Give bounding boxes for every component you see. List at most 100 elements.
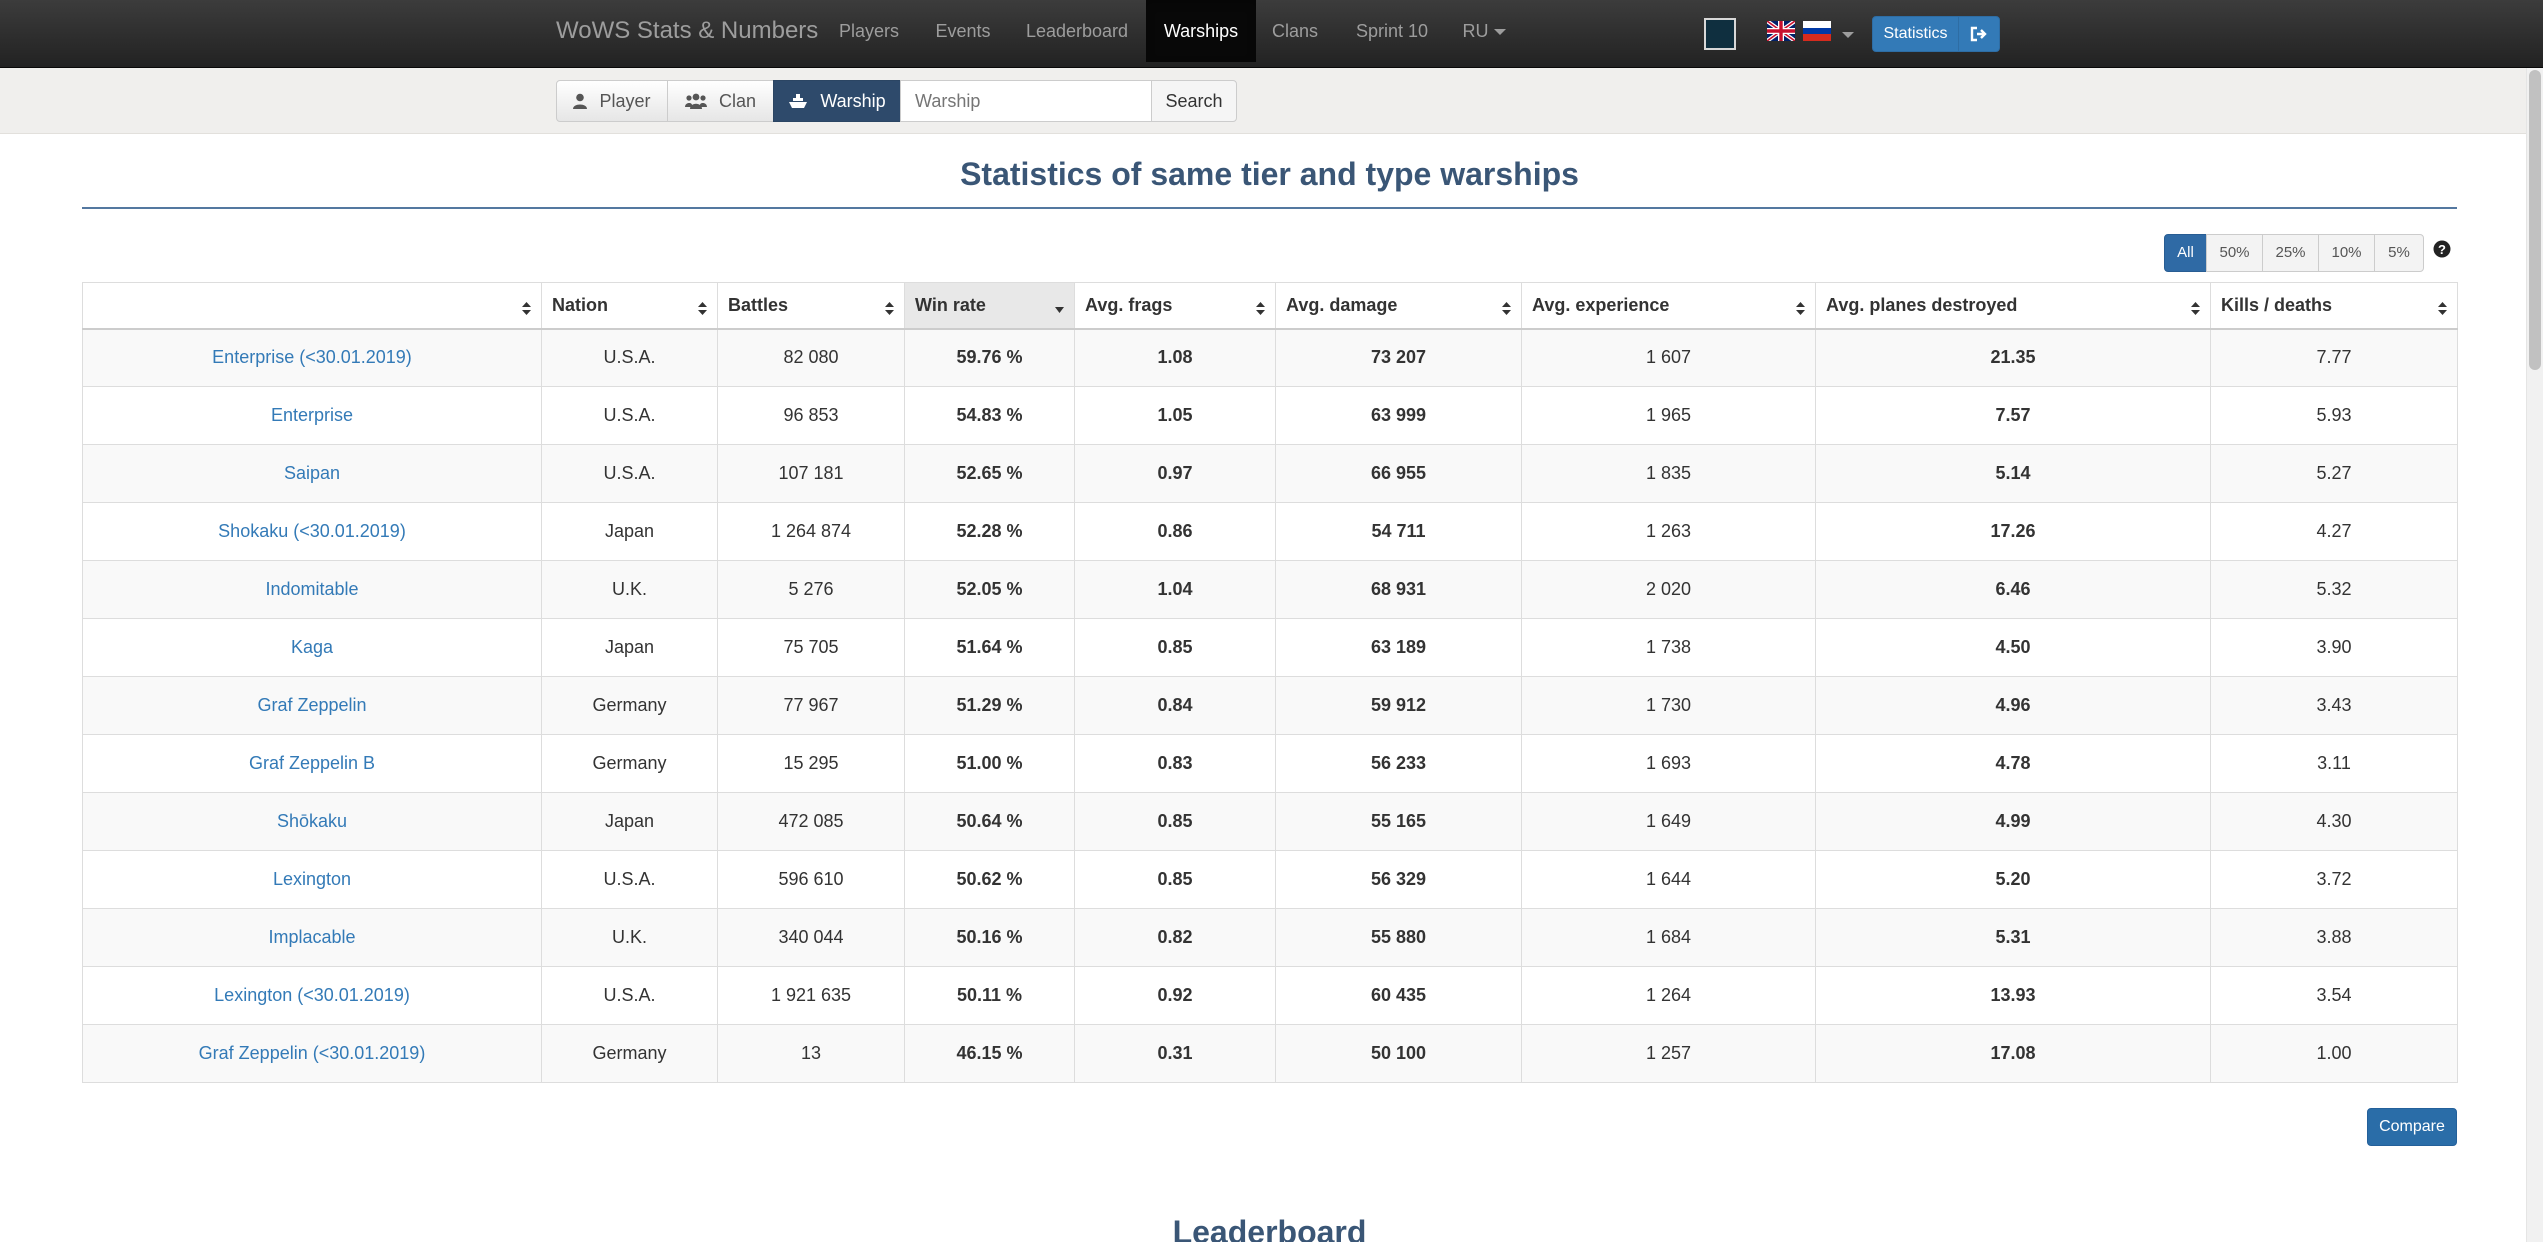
- nav-warships[interactable]: Warships: [1146, 0, 1256, 62]
- avg-damage-cell: 55 165: [1275, 792, 1522, 851]
- search-type-player[interactable]: Player: [556, 80, 668, 122]
- ship-name-link[interactable]: Lexington (<30.01.2019): [82, 966, 542, 1025]
- column-header-label: Avg. frags: [1085, 294, 1173, 315]
- filter-10[interactable]: 10%: [2318, 234, 2375, 272]
- battles-cell: 107 181: [717, 444, 905, 503]
- column-header-win-rate[interactable]: Win rate: [904, 282, 1075, 330]
- avg-frags-cell: 0.82: [1074, 908, 1276, 967]
- table-row: Shōkaku Japan 472 085 50.64 % 0.85 55 165 1 64…: [82, 792, 2458, 851]
- filter-50[interactable]: 50%: [2206, 234, 2263, 272]
- nation-cell: Germany: [541, 734, 718, 793]
- filter-5[interactable]: 5%: [2374, 234, 2424, 272]
- kills-deaths-cell: 5.32: [2210, 560, 2458, 619]
- filter-25[interactable]: 25%: [2262, 234, 2319, 272]
- sort-icon: [885, 299, 894, 320]
- scrollbar-thumb[interactable]: [2529, 70, 2541, 370]
- uk-flag-icon[interactable]: [1767, 21, 1795, 41]
- warship-search-input[interactable]: [900, 80, 1152, 122]
- avg-planes-cell: 4.50: [1815, 618, 2211, 677]
- nation-cell: Japan: [541, 618, 718, 677]
- nation-cell: U.S.A.: [541, 444, 718, 503]
- nav-leaderboard[interactable]: Leaderboard: [1025, 21, 1129, 41]
- table-row: Graf Zeppelin (<30.01.2019) Germany 13 46.1…: [82, 1024, 2458, 1083]
- battles-cell: 596 610: [717, 850, 905, 909]
- kills-deaths-cell: 3.11: [2210, 734, 2458, 793]
- avg-planes-cell: 13.93: [1815, 966, 2211, 1025]
- ship-name-link[interactable]: Graf Zeppelin B: [82, 734, 542, 793]
- language-dropdown-icon[interactable]: [1842, 32, 1854, 38]
- ship-name-link[interactable]: Implacable: [82, 908, 542, 967]
- column-header-name[interactable]: [82, 282, 542, 330]
- region-label: RU: [1462, 21, 1489, 41]
- column-header-avg-experience[interactable]: Avg. experience: [1521, 282, 1816, 330]
- theme-color-swatch[interactable]: [1704, 18, 1736, 50]
- win-rate-cell: 52.05 %: [904, 560, 1075, 619]
- column-header-label: Avg. planes destroyed: [1826, 294, 2018, 315]
- kills-deaths-cell: 4.30: [2210, 792, 2458, 851]
- ru-flag-icon[interactable]: [1803, 21, 1831, 41]
- table-row: Implacable U.K. 340 044 50.16 % 0.82 55 880 1 …: [82, 908, 2458, 967]
- nation-cell: Germany: [541, 1024, 718, 1083]
- kills-deaths-cell: 5.93: [2210, 386, 2458, 445]
- nav-region-dropdown[interactable]: RU: [1454, 0, 1514, 62]
- avg-damage-cell: 66 955: [1275, 444, 1522, 503]
- nation-cell: Germany: [541, 676, 718, 735]
- column-header-label: Battles: [728, 294, 789, 315]
- ship-name-link[interactable]: Enterprise: [82, 386, 542, 445]
- column-header-kills-deaths[interactable]: Kills / deaths: [2210, 282, 2458, 330]
- page-title: Statistics of same tier and type warship…: [960, 156, 1579, 192]
- sort-icon: [522, 299, 531, 320]
- ship-name-link[interactable]: Enterprise (<30.01.2019): [82, 328, 542, 387]
- column-header-label: Avg. damage: [1286, 294, 1398, 315]
- ship-name-link[interactable]: Kaga: [82, 618, 542, 677]
- win-rate-cell: 50.62 %: [904, 850, 1075, 909]
- avg-planes-cell: 4.78: [1815, 734, 2211, 793]
- ship-name-link[interactable]: Graf Zeppelin (<30.01.2019): [82, 1024, 542, 1083]
- nation-cell: U.K.: [541, 908, 718, 967]
- column-header-label: Nation: [552, 294, 608, 315]
- win-rate-cell: 52.28 %: [904, 502, 1075, 561]
- sort-desc-icon: [1055, 299, 1064, 320]
- nav-clans[interactable]: Clans: [1271, 21, 1319, 41]
- nation-cell: U.S.A.: [541, 966, 718, 1025]
- nav-sprint[interactable]: Sprint 10: [1355, 21, 1429, 41]
- kills-deaths-cell: 5.27: [2210, 444, 2458, 503]
- brand-link[interactable]: WoWS Stats & Numbers: [556, 17, 819, 44]
- ship-name-link[interactable]: Saipan: [82, 444, 542, 503]
- column-header-battles[interactable]: Battles: [717, 282, 905, 330]
- table-row: Indomitable U.K. 5 276 52.05 % 1.04 68 931 2 0…: [82, 560, 2458, 619]
- ship-name-link[interactable]: Shōkaku: [82, 792, 542, 851]
- top-navbar: WoWS Stats & Numbers Players Events Lead…: [0, 0, 2543, 68]
- nation-cell: U.S.A.: [541, 850, 718, 909]
- battles-cell: 15 295: [717, 734, 905, 793]
- column-header-avg-planes-destroyed[interactable]: Avg. planes destroyed: [1815, 282, 2211, 330]
- ship-name-link[interactable]: Lexington: [82, 850, 542, 909]
- search-type-warship[interactable]: Warship: [773, 80, 901, 122]
- column-header-avg-frags[interactable]: Avg. frags: [1074, 282, 1276, 330]
- ship-name-link[interactable]: Shokaku (<30.01.2019): [82, 502, 542, 561]
- percentile-filter-group: All 50% 25% 10% 5%: [2164, 234, 2424, 272]
- nation-cell: U.S.A.: [541, 328, 718, 387]
- help-icon[interactable]: ?: [2433, 240, 2451, 258]
- ship-name-link[interactable]: Indomitable: [82, 560, 542, 619]
- column-header-avg-damage[interactable]: Avg. damage: [1275, 282, 1522, 330]
- nav-players[interactable]: Players: [838, 21, 900, 41]
- logout-icon[interactable]: [1959, 17, 1999, 51]
- avg-experience-cell: 1 607: [1521, 328, 1816, 387]
- column-header-nation[interactable]: Nation: [541, 282, 718, 330]
- table-row: Shokaku (<30.01.2019) Japan 1 264 874 52.28…: [82, 502, 2458, 561]
- compare-button[interactable]: Compare: [2367, 1108, 2457, 1146]
- avg-damage-cell: 54 711: [1275, 502, 1522, 561]
- win-rate-cell: 50.16 %: [904, 908, 1075, 967]
- avg-frags-cell: 0.85: [1074, 792, 1276, 851]
- avg-experience-cell: 1 730: [1521, 676, 1816, 735]
- nav-events[interactable]: Events: [935, 21, 991, 41]
- search-button[interactable]: Search: [1151, 80, 1237, 122]
- ship-name-link[interactable]: Graf Zeppelin: [82, 676, 542, 735]
- filter-all[interactable]: All: [2164, 234, 2207, 272]
- search-type-clan[interactable]: Clan: [667, 80, 774, 122]
- statistics-button[interactable]: Statistics: [1872, 16, 2000, 52]
- table-row: Enterprise U.S.A. 96 853 54.83 % 1.05 63 999 1…: [82, 386, 2458, 445]
- leaderboard-section-title: Leaderboard: [1172, 1214, 1367, 1242]
- battles-cell: 82 080: [717, 328, 905, 387]
